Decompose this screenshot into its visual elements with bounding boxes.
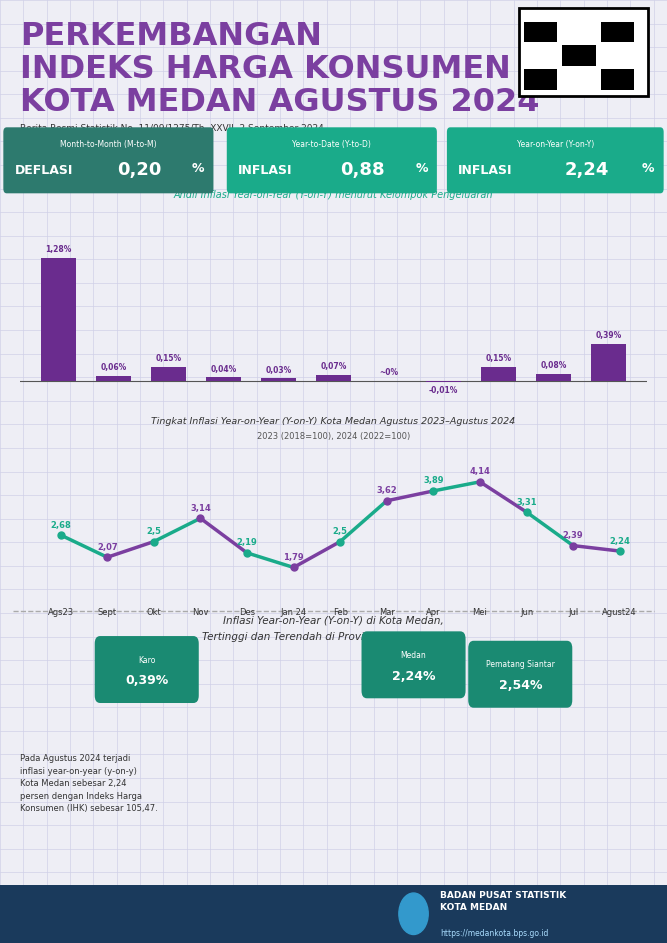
Text: Karo: Karo (138, 655, 155, 665)
Text: 1,79: 1,79 (283, 553, 304, 562)
Text: 0,04%: 0,04% (210, 365, 237, 373)
Text: Pematang Siantar: Pematang Siantar (486, 660, 555, 670)
Circle shape (399, 893, 428, 935)
FancyBboxPatch shape (447, 127, 664, 193)
FancyBboxPatch shape (227, 127, 437, 193)
Bar (95, 375, 131, 381)
Text: 3,14: 3,14 (190, 504, 211, 513)
Text: INDEKS HARGA KONSUMEN: INDEKS HARGA KONSUMEN (20, 54, 511, 85)
Bar (315, 374, 352, 381)
Bar (590, 343, 626, 381)
Text: Year-on-Year (Y-on-Y): Year-on-Year (Y-on-Y) (517, 140, 594, 149)
Text: 2,24%: 2,24% (392, 670, 436, 683)
Text: 2023 (2018=100), 2024 (2022=100): 2023 (2018=100), 2024 (2022=100) (257, 432, 410, 441)
FancyBboxPatch shape (601, 69, 634, 90)
Text: 1,28%: 1,28% (45, 245, 71, 254)
FancyBboxPatch shape (3, 127, 213, 193)
FancyBboxPatch shape (601, 22, 634, 42)
Text: %: % (416, 162, 428, 175)
Text: 2,54%: 2,54% (498, 679, 542, 692)
Text: 2,19: 2,19 (237, 538, 257, 547)
Text: 3,31: 3,31 (516, 498, 537, 506)
Bar (151, 367, 186, 381)
Text: 2,5: 2,5 (146, 527, 161, 537)
Text: 0,88: 0,88 (340, 161, 385, 179)
Text: KOTA MEDAN AGUSTUS 2024: KOTA MEDAN AGUSTUS 2024 (20, 87, 540, 118)
Text: %: % (192, 162, 204, 175)
Text: Month-to-Month (M-to-M): Month-to-Month (M-to-M) (60, 140, 157, 149)
Text: 3,62: 3,62 (376, 487, 397, 495)
Bar (481, 367, 516, 381)
Text: -0,01%: -0,01% (429, 387, 458, 395)
Bar (41, 257, 77, 381)
Text: 0,15%: 0,15% (155, 354, 181, 363)
FancyBboxPatch shape (362, 632, 466, 698)
Text: 0,39%: 0,39% (596, 331, 622, 339)
Text: 0,03%: 0,03% (265, 366, 291, 374)
Text: 2,07: 2,07 (97, 543, 117, 552)
FancyBboxPatch shape (519, 8, 648, 96)
Text: Tingkat Inflasi Year-on-Year (Y-on-Y) Kota Medan Agustus 2023–Agustus 2024: Tingkat Inflasi Year-on-Year (Y-on-Y) Ko… (151, 417, 516, 426)
Text: DEFLASI: DEFLASI (15, 164, 73, 177)
Text: INFLASI: INFLASI (458, 164, 513, 177)
Bar (205, 377, 241, 381)
FancyBboxPatch shape (601, 45, 634, 66)
Bar (426, 381, 462, 382)
Text: https://medankota.bps.go.id: https://medankota.bps.go.id (440, 929, 548, 938)
Text: Tertinggi dan Terendah di Provinsi Sumatera Utara: Tertinggi dan Terendah di Provinsi Sumat… (202, 632, 465, 642)
Text: 2,39: 2,39 (563, 531, 584, 540)
Text: Pada Agustus 2024 terjadi
inflasi year-on-year (y-on-y)
Kota Medan sebesar 2,24
: Pada Agustus 2024 terjadi inflasi year-o… (20, 754, 158, 814)
Text: Medan: Medan (401, 651, 426, 660)
Text: 4,14: 4,14 (470, 468, 490, 476)
Text: 0,06%: 0,06% (100, 363, 127, 372)
Text: ~0%: ~0% (379, 369, 398, 377)
Text: 0,07%: 0,07% (320, 362, 347, 371)
Text: %: % (642, 162, 654, 175)
Text: Andil Inflasi Year-on-Year (Y-on-Y) menurut Kelompok Pengeluaran: Andil Inflasi Year-on-Year (Y-on-Y) menu… (173, 190, 494, 201)
Bar (261, 378, 296, 381)
Text: 0,15%: 0,15% (486, 354, 512, 363)
FancyBboxPatch shape (524, 45, 557, 66)
FancyBboxPatch shape (562, 22, 596, 42)
Text: Berita Resmi Statistik No. 11/09/1275/Th. XXVII, 2 September 2024: Berita Resmi Statistik No. 11/09/1275/Th… (20, 124, 323, 134)
Text: BADAN PUSAT STATISTIK
KOTA MEDAN: BADAN PUSAT STATISTIK KOTA MEDAN (440, 891, 566, 912)
Text: PERKEMBANGAN: PERKEMBANGAN (20, 21, 322, 52)
FancyBboxPatch shape (562, 69, 596, 90)
Text: INFLASI: INFLASI (238, 164, 293, 177)
Text: 2,24: 2,24 (609, 537, 630, 546)
Text: 2,68: 2,68 (50, 521, 71, 530)
Text: 0,20: 0,20 (117, 161, 161, 179)
Text: 0,39%: 0,39% (125, 674, 168, 687)
FancyBboxPatch shape (468, 641, 572, 707)
Text: 3,89: 3,89 (423, 476, 444, 486)
FancyBboxPatch shape (95, 636, 199, 703)
Bar (536, 373, 572, 381)
FancyBboxPatch shape (524, 22, 557, 42)
Text: 2,5: 2,5 (333, 527, 348, 537)
FancyBboxPatch shape (524, 69, 557, 90)
FancyBboxPatch shape (562, 45, 596, 66)
Text: 2,24: 2,24 (564, 161, 609, 179)
Text: 0,08%: 0,08% (540, 361, 567, 370)
Bar (0, 885, 667, 943)
Text: Year-to-Date (Y-to-D): Year-to-Date (Y-to-D) (292, 140, 372, 149)
Text: Inflasi Year-on-Year (Y-on-Y) di Kota Medan,: Inflasi Year-on-Year (Y-on-Y) di Kota Me… (223, 616, 444, 626)
